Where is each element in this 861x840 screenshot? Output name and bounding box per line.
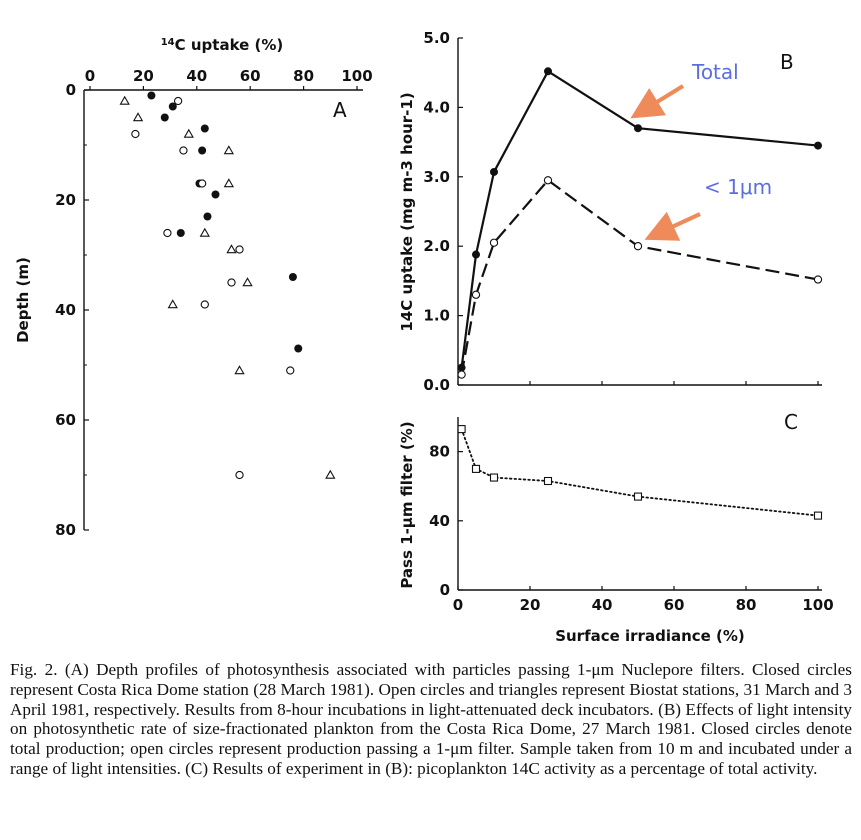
panel-b-series-1-point xyxy=(489,238,499,247)
panel-b-label: B xyxy=(780,50,794,74)
panel-a-series-0-point xyxy=(288,273,297,281)
panel-a-series-2-point xyxy=(119,95,130,105)
panel-a-label: A xyxy=(333,98,347,122)
panel-b-y-tick-label: 5.0 xyxy=(423,29,450,47)
panel-b-y-tick-label: 2.0 xyxy=(423,237,450,255)
panel-c-ylabel: Pass 1-μm filter (%) xyxy=(398,421,416,588)
panel-a-x-tick-label: 20 xyxy=(133,67,154,85)
panel-a-series-2-point xyxy=(325,469,336,479)
panel-a: 14C uptake (%) Depth (m) A 0 20 40 60 80 100 0… xyxy=(14,36,373,539)
panel-c: Pass 1-μm filter (%) Surface irradiance … xyxy=(398,410,834,645)
annotation-sub1um: < 1μm xyxy=(704,175,772,199)
panel-a-series-2-point xyxy=(183,128,194,138)
panel-a-x-tick-label: 0 xyxy=(85,67,95,85)
panel-a-y-tick-label: 20 xyxy=(55,191,76,209)
panel-b-y-tick-label: 1.0 xyxy=(423,307,450,325)
panel-a-series-1-point xyxy=(197,179,207,188)
panel-b-y-tick-label: 3.0 xyxy=(423,168,450,186)
panel-c-x-tick-label: 100 xyxy=(802,596,833,614)
panel-a-series-1-point xyxy=(235,470,244,480)
panel-c-series-0-point xyxy=(633,492,643,501)
panel-c-y-tick-label: 40 xyxy=(429,512,450,530)
panel-a-x-tick-label: 40 xyxy=(186,67,207,85)
panel-c-series-0-point xyxy=(813,511,823,520)
panel-b-series-0-point xyxy=(634,124,642,133)
panel-b-y-tick-label: 4.0 xyxy=(423,98,450,116)
panel-c-series-0-point xyxy=(457,425,466,434)
panel-c-label: C xyxy=(784,410,798,434)
panel-a-xlabel-superscript: 14 xyxy=(161,37,175,48)
panel-a-x-tick-label: 80 xyxy=(293,67,314,85)
panel-b-series-1-point xyxy=(813,275,823,284)
panel-a-series-2-point xyxy=(199,227,210,237)
panel-b-series-0-point xyxy=(490,167,498,176)
panel-a-series-0-point xyxy=(198,146,207,155)
panel-b-ylabel: 14C uptake (mg m-3 hour-1) xyxy=(398,92,416,331)
panel-b-series-0-point xyxy=(814,141,822,150)
panel-c-series-0-point xyxy=(489,473,499,482)
panel-a-series-1-point xyxy=(179,146,188,155)
panel-a-series-0-point xyxy=(176,229,185,237)
panel-a-series-2-point xyxy=(167,299,178,309)
panel-c-series-0-line xyxy=(460,428,819,517)
annotation-total-arrow xyxy=(630,84,685,119)
panel-a-series-1-point xyxy=(131,129,140,139)
panel-c-series-0-point xyxy=(543,476,553,486)
panel-a-series-0-point xyxy=(200,124,209,133)
panel-a-series-2-point xyxy=(223,145,234,155)
panel-a-series-0-point xyxy=(147,91,156,100)
panel-a-series-2-point xyxy=(226,244,237,254)
panel-a-series-1-point xyxy=(235,245,244,254)
panel-a-xlabel-text: C uptake (%) xyxy=(175,36,284,54)
panel-a-series-2-point xyxy=(223,178,234,188)
panel-c-series-0-point xyxy=(471,464,481,473)
panel-c-x-tick-label: 80 xyxy=(736,596,757,614)
panel-b-series-0-line xyxy=(460,69,819,368)
panel-b-series-0-point xyxy=(544,67,552,76)
panel-a-series-1-point xyxy=(286,366,295,375)
panel-c-y-tick-label: 0 xyxy=(440,581,450,599)
panel-a-series-1-point xyxy=(227,278,236,287)
panel-a-x-tick-label: 100 xyxy=(341,67,372,85)
panel-a-y-tick-label: 80 xyxy=(55,521,76,539)
panel-a-series-2-point xyxy=(234,365,245,375)
panel-a-series-0-point xyxy=(168,102,177,111)
panel-a-series-2-point xyxy=(132,112,144,122)
panel-c-x-tick-label: 60 xyxy=(664,596,685,614)
panel-a-y-tick-label: 0 xyxy=(66,81,76,99)
figure-caption: Fig. 2. (A) Depth profiles of photosynth… xyxy=(10,660,852,778)
figure: 14C uptake (%) Depth (m) A 0 20 40 60 80 100 0… xyxy=(14,29,834,645)
panel-b-series-1-point xyxy=(543,176,553,185)
panel-c-x-tick-label: 40 xyxy=(592,596,613,614)
panel-b-series-1-point xyxy=(471,290,481,299)
panel-b-series-1-line xyxy=(460,178,819,375)
panel-a-series-0-point xyxy=(160,113,169,122)
panel-a-y-tick-label: 60 xyxy=(55,411,76,429)
panel-b: 14C uptake (mg m-3 hour-1) B Total < 1μm… xyxy=(398,29,823,394)
panel-a-series-1-point xyxy=(173,96,183,106)
panel-a-series-0-point xyxy=(294,344,303,353)
annotation-total: Total xyxy=(691,60,739,84)
panel-a-x-tick-label: 60 xyxy=(240,67,261,85)
panel-b-series-0-point xyxy=(472,250,480,259)
panel-c-y-tick-label: 80 xyxy=(429,443,450,461)
panel-c-xlabel: Surface irradiance (%) xyxy=(555,627,745,645)
panel-a-xlabel: 14C uptake (%) xyxy=(161,36,284,54)
panel-a-series-1-point xyxy=(163,228,172,238)
panel-a-series-0-point xyxy=(211,190,220,199)
panel-a-y-tick-label: 40 xyxy=(55,301,76,319)
panel-b-y-tick-label: 0.0 xyxy=(423,376,450,394)
panel-b-series-1-point xyxy=(457,370,466,379)
panel-a-series-2-point xyxy=(242,277,253,287)
panel-a-ylabel: Depth (m) xyxy=(14,257,32,343)
panel-b-series-1-point xyxy=(633,242,643,251)
panel-c-x-tick-label: 20 xyxy=(520,596,541,614)
panel-a-series-1-point xyxy=(200,300,209,309)
annotation-sub1um-arrow xyxy=(644,211,701,241)
panel-c-x-tick-label: 0 xyxy=(453,596,463,614)
panel-a-series-0-point xyxy=(203,212,212,221)
